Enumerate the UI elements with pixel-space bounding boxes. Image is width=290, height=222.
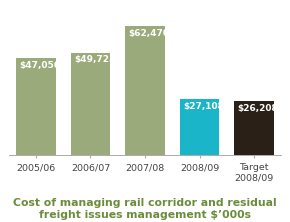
Bar bbox=[180, 99, 219, 155]
Text: $49,723: $49,723 bbox=[74, 55, 115, 64]
Text: $47,056: $47,056 bbox=[20, 61, 61, 70]
Text: Cost of managing rail corridor and residual
freight issues management $’000s: Cost of managing rail corridor and resid… bbox=[13, 198, 277, 220]
Bar bbox=[125, 26, 165, 155]
Text: $27,108: $27,108 bbox=[183, 102, 224, 111]
Text: $26,208: $26,208 bbox=[238, 104, 278, 113]
Bar bbox=[16, 58, 56, 155]
Bar bbox=[234, 101, 274, 155]
Bar bbox=[71, 53, 110, 155]
Text: $62,470: $62,470 bbox=[129, 29, 170, 38]
